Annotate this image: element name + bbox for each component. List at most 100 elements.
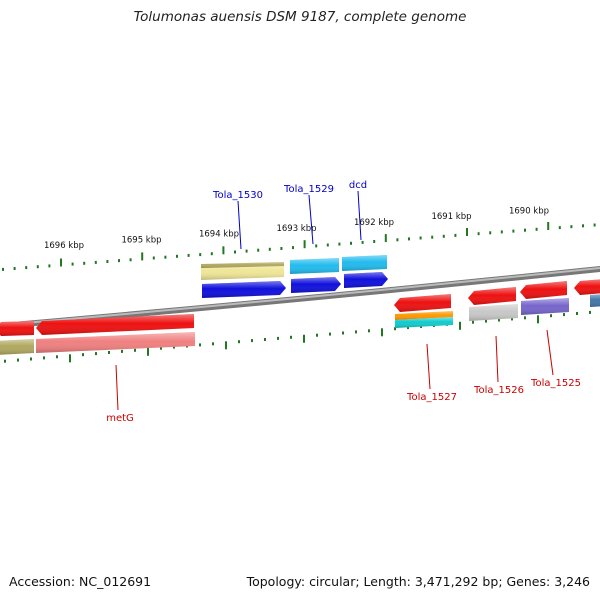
gene-metg-shading xyxy=(36,314,194,335)
ruler-minor-tick xyxy=(292,246,294,250)
ruler-major-tick xyxy=(381,328,383,337)
topology-label: Topology: xyxy=(246,574,306,589)
ruler-major-tick xyxy=(141,252,144,261)
ruler-major-tick xyxy=(547,222,550,230)
ruler-tick-label: 1691 kbp xyxy=(431,212,471,222)
gene-track xyxy=(0,255,600,355)
accession-info: Accession: NC_012691 xyxy=(9,574,151,589)
genome-backbone xyxy=(0,266,600,330)
ruler-minor-tick xyxy=(82,353,84,357)
ruler-major-tick xyxy=(459,321,461,330)
ruler-minor-tick xyxy=(108,351,110,354)
ruler-minor-tick xyxy=(199,253,202,257)
gene-metg[interactable] xyxy=(36,314,194,335)
gene-label-tola-1530-leader xyxy=(237,200,242,250)
ruler-minor-tick xyxy=(489,231,492,235)
ruler-minor-tick xyxy=(268,247,271,251)
gene-label-metg[interactable]: metG xyxy=(106,413,134,424)
ruler-tick-label: 1693 kbp xyxy=(276,224,316,234)
ruler-major-tick xyxy=(384,234,387,243)
gene-label-tola-1530[interactable]: Tola_1530 xyxy=(212,190,263,201)
ruler-minor-tick xyxy=(251,339,253,343)
ruler-minor-tick xyxy=(477,232,480,236)
gene-tola-1527[interactable] xyxy=(394,294,451,312)
gene-label-tola-1525[interactable]: Tola_1525 xyxy=(530,378,581,389)
ruler-minor-tick xyxy=(121,349,123,353)
ruler-minor-tick xyxy=(419,236,422,240)
gene-tola-1525[interactable] xyxy=(520,281,567,299)
ruler-minor-tick xyxy=(43,356,45,360)
gene-label-dcd[interactable]: dcd xyxy=(349,180,367,191)
topology-value: circular xyxy=(309,574,356,589)
ruler-major-tick xyxy=(225,341,227,350)
gene-tola-1530[interactable] xyxy=(202,281,286,298)
ruler-minor-tick xyxy=(83,261,86,265)
gene-label-dcd-leader xyxy=(357,190,362,241)
ruler-minor-tick xyxy=(315,244,318,248)
gene-dcd[interactable] xyxy=(344,272,388,288)
ruler-minor-tick xyxy=(550,314,552,318)
gene-tola-1530-shading xyxy=(202,281,286,298)
genes-label: Genes: xyxy=(506,574,551,589)
gene-right-edge-cog-shading xyxy=(590,294,600,307)
gene-label-tola-1529[interactable]: Tola_1529 xyxy=(283,184,334,195)
ruler-minor-tick xyxy=(373,240,376,243)
gene-label-metg-leader xyxy=(115,364,119,411)
ruler-minor-tick xyxy=(187,253,190,257)
gene-tola-1529[interactable] xyxy=(291,277,341,293)
ruler-minor-tick xyxy=(338,242,341,246)
gene-dcd-marker[interactable] xyxy=(342,255,387,271)
ruler-tick-label: 1690 kbp xyxy=(509,206,549,216)
ruler-minor-tick xyxy=(160,346,162,350)
ruler-minor-tick xyxy=(454,233,457,237)
ruler-minor-tick xyxy=(118,259,120,263)
genes-value: 3,246 xyxy=(554,574,590,589)
ruler-minor-tick xyxy=(17,358,19,362)
ruler-minor-tick xyxy=(361,240,364,244)
gene-tola-1529-marker[interactable] xyxy=(290,258,339,274)
ruler-minor-tick xyxy=(134,348,136,352)
ruler-minor-tick xyxy=(326,243,329,247)
ruler-minor-tick xyxy=(2,267,4,271)
gene-olive-top[interactable] xyxy=(201,262,284,268)
gene-tola-1525-cog[interactable] xyxy=(521,298,569,315)
ruler-minor-tick xyxy=(316,333,318,337)
gene-tola-1525-shading xyxy=(520,281,567,299)
ruler-tick-label: 1696 kbp xyxy=(44,241,84,251)
ruler-minor-tick xyxy=(512,229,515,233)
ruler-minor-tick xyxy=(511,317,513,321)
gene-tola-1526[interactable] xyxy=(468,287,516,305)
ruler-minor-tick xyxy=(355,330,357,334)
ruler-minor-tick xyxy=(71,262,74,266)
ruler-minor-tick xyxy=(30,357,32,361)
ruler-minor-tick xyxy=(368,329,370,333)
ruler-minor-tick xyxy=(106,260,109,263)
gene-label-tola-1527[interactable]: Tola_1527 xyxy=(406,392,457,403)
ruler-minor-tick xyxy=(582,224,584,228)
ruler-major-tick xyxy=(147,347,149,356)
ruler-minor-tick xyxy=(238,340,240,344)
gene-tola-1526-cog[interactable] xyxy=(469,304,518,321)
ruler-major-tick xyxy=(303,334,305,343)
ruler-major-tick xyxy=(466,228,468,236)
ruler-minor-tick xyxy=(152,256,155,260)
genome-summary: Topology: circular; Length: 3,471,292 bp… xyxy=(246,574,590,589)
gene-tola-1525-cog-shading xyxy=(521,298,569,315)
ruler-major-tick xyxy=(537,315,539,324)
gene-label-tola-1526-leader xyxy=(495,335,499,383)
accession-value: NC_012691 xyxy=(79,574,152,589)
gene-right-edge-cog[interactable] xyxy=(590,294,600,307)
gene-tola-1527-cog-b[interactable] xyxy=(395,317,453,328)
ruler-minor-tick xyxy=(48,264,51,268)
ruler-minor-tick xyxy=(576,312,578,315)
ruler: 1696 kbp 1695 kbp 1694 kbp 1693 kbp 1692 kbp… xyxy=(2,206,596,363)
gene-label-tola-1526[interactable]: Tola_1526 xyxy=(473,385,524,396)
gene-left-edge[interactable] xyxy=(0,321,34,336)
gene-right-edge[interactable] xyxy=(574,279,600,295)
gene-left-edge-cog[interactable] xyxy=(0,339,34,355)
length-label: Length: xyxy=(363,574,411,589)
gene-metg-cog[interactable] xyxy=(36,332,195,353)
ruler-minor-tick xyxy=(210,252,213,256)
ruler-minor-tick xyxy=(394,327,396,331)
